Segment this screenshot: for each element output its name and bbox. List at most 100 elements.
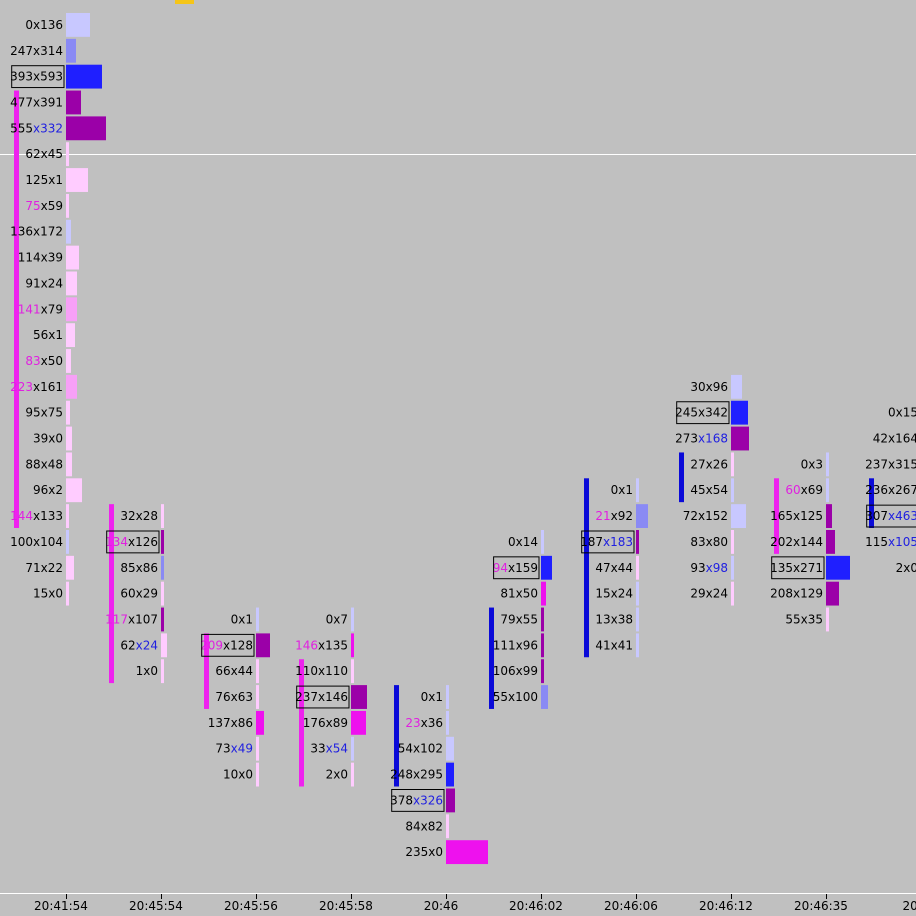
cell-label: 55x35 [785, 612, 823, 626]
ask-value: x267 [888, 483, 916, 497]
ask-value: x332 [33, 121, 63, 135]
ask-value: x50 [41, 354, 63, 368]
poc-box [676, 401, 730, 425]
side-strip [774, 478, 779, 554]
bid-value: 146 [295, 638, 318, 652]
volume-bar [256, 633, 270, 658]
ask-value: x24 [611, 587, 633, 601]
ask-value: x105 [888, 535, 916, 549]
bid-value: 55 [493, 690, 508, 704]
poc-box [391, 789, 445, 812]
volume-bar [161, 581, 164, 606]
bid-value: 187 [580, 535, 603, 549]
cell-label: 75x59 [25, 199, 63, 213]
cell-label: 83x50 [25, 354, 63, 368]
side-strip [869, 478, 874, 528]
volume-bar [161, 607, 164, 632]
volume-bar [351, 685, 367, 709]
cell-label: 13x38 [595, 612, 633, 626]
ask-value: x110 [318, 664, 348, 678]
bid-value: 1 [136, 664, 144, 678]
poc-box [581, 530, 635, 554]
cell-label: 41x41 [595, 638, 633, 652]
cell-label: 0x1 [231, 612, 253, 626]
cell-label: 83x80 [690, 535, 728, 549]
volume-bar [731, 530, 734, 554]
volume-bar [826, 452, 829, 477]
bid-value: 47 [595, 561, 610, 575]
bid-value: 0 [611, 483, 619, 497]
ask-value: x0 [143, 664, 158, 678]
ask-value: x136 [33, 18, 63, 32]
volume-bar [66, 530, 69, 554]
ask-value: x26 [706, 457, 728, 471]
ask-value: x96 [706, 380, 728, 394]
cell-label: 23x36 [405, 716, 443, 730]
volume-bar [66, 38, 76, 63]
ask-value: x1 [238, 612, 253, 626]
cell-label: 56x1 [33, 328, 63, 342]
ask-value: x29 [136, 587, 158, 601]
ask-value: x28 [136, 509, 158, 523]
bid-value: 45 [690, 483, 705, 497]
bid-value: 117 [105, 612, 128, 626]
side-strip [584, 478, 589, 658]
cell-label: 15x24 [595, 587, 633, 601]
bid-value: 27 [690, 457, 705, 471]
bid-value: 56 [33, 328, 48, 342]
bid-value: 62 [25, 147, 40, 161]
bid-value: 134 [105, 535, 128, 549]
side-strip [679, 452, 684, 503]
cell-label: 146x135 [295, 638, 348, 652]
bid-value: 2 [896, 561, 904, 575]
volume-bar [731, 581, 734, 606]
bid-value: 165 [770, 509, 793, 523]
ask-value: x15 [896, 406, 916, 420]
cell-label: 42x164 [873, 432, 916, 446]
cell-label: 21x92 [595, 509, 633, 523]
bid-value: 237 [295, 690, 318, 704]
cell-label: 248x295 [390, 768, 443, 782]
ask-value: x0 [48, 432, 63, 446]
volume-bar [541, 607, 544, 632]
volume-bar [636, 555, 639, 580]
volume-bar [66, 400, 70, 425]
cell-label: 30x96 [690, 380, 728, 394]
ask-value: x24 [706, 587, 728, 601]
ask-value: x0 [48, 587, 63, 601]
cell-label: 27x26 [690, 457, 728, 471]
volume-bar [446, 814, 449, 839]
bid-value: 137 [208, 716, 231, 730]
cell-label: 60x69 [785, 483, 823, 497]
ask-value: x36 [421, 716, 443, 730]
bid-value: 96 [33, 483, 48, 497]
cell-label: 95x75 [25, 406, 63, 420]
x-tick-label: 20:45:56 [224, 899, 278, 913]
cell-label: 73x49 [215, 742, 253, 756]
ask-value: x45 [41, 147, 63, 161]
bid-value: 41 [595, 638, 610, 652]
x-tick-label: 20:46:12 [699, 899, 753, 913]
volume-bar [66, 64, 102, 89]
bid-value: 72 [683, 509, 698, 523]
cell-label: 247x314 [10, 44, 63, 58]
cell-label: 47x44 [595, 561, 633, 575]
cell-label: 273x168 [675, 432, 728, 446]
cell-label: 393x593 [10, 70, 63, 84]
volume-bar [66, 426, 72, 451]
cell-label: 15x0 [33, 587, 63, 601]
cell-label: 135x271 [770, 561, 823, 575]
bid-value: 378 [390, 793, 413, 807]
x-tick-label: 20:46 [424, 899, 459, 913]
ask-value: x82 [421, 819, 443, 833]
bid-value: 141 [18, 302, 41, 316]
ask-value: x391 [33, 95, 63, 109]
ask-value: x152 [698, 509, 728, 523]
cell-label: 81x50 [500, 587, 538, 601]
ask-value: x125 [793, 509, 823, 523]
bid-value: 81 [500, 587, 515, 601]
volume-bar [256, 736, 259, 761]
volume-bar [636, 478, 639, 503]
ask-value: x161 [33, 380, 63, 394]
cell-label: 114x39 [18, 251, 63, 265]
